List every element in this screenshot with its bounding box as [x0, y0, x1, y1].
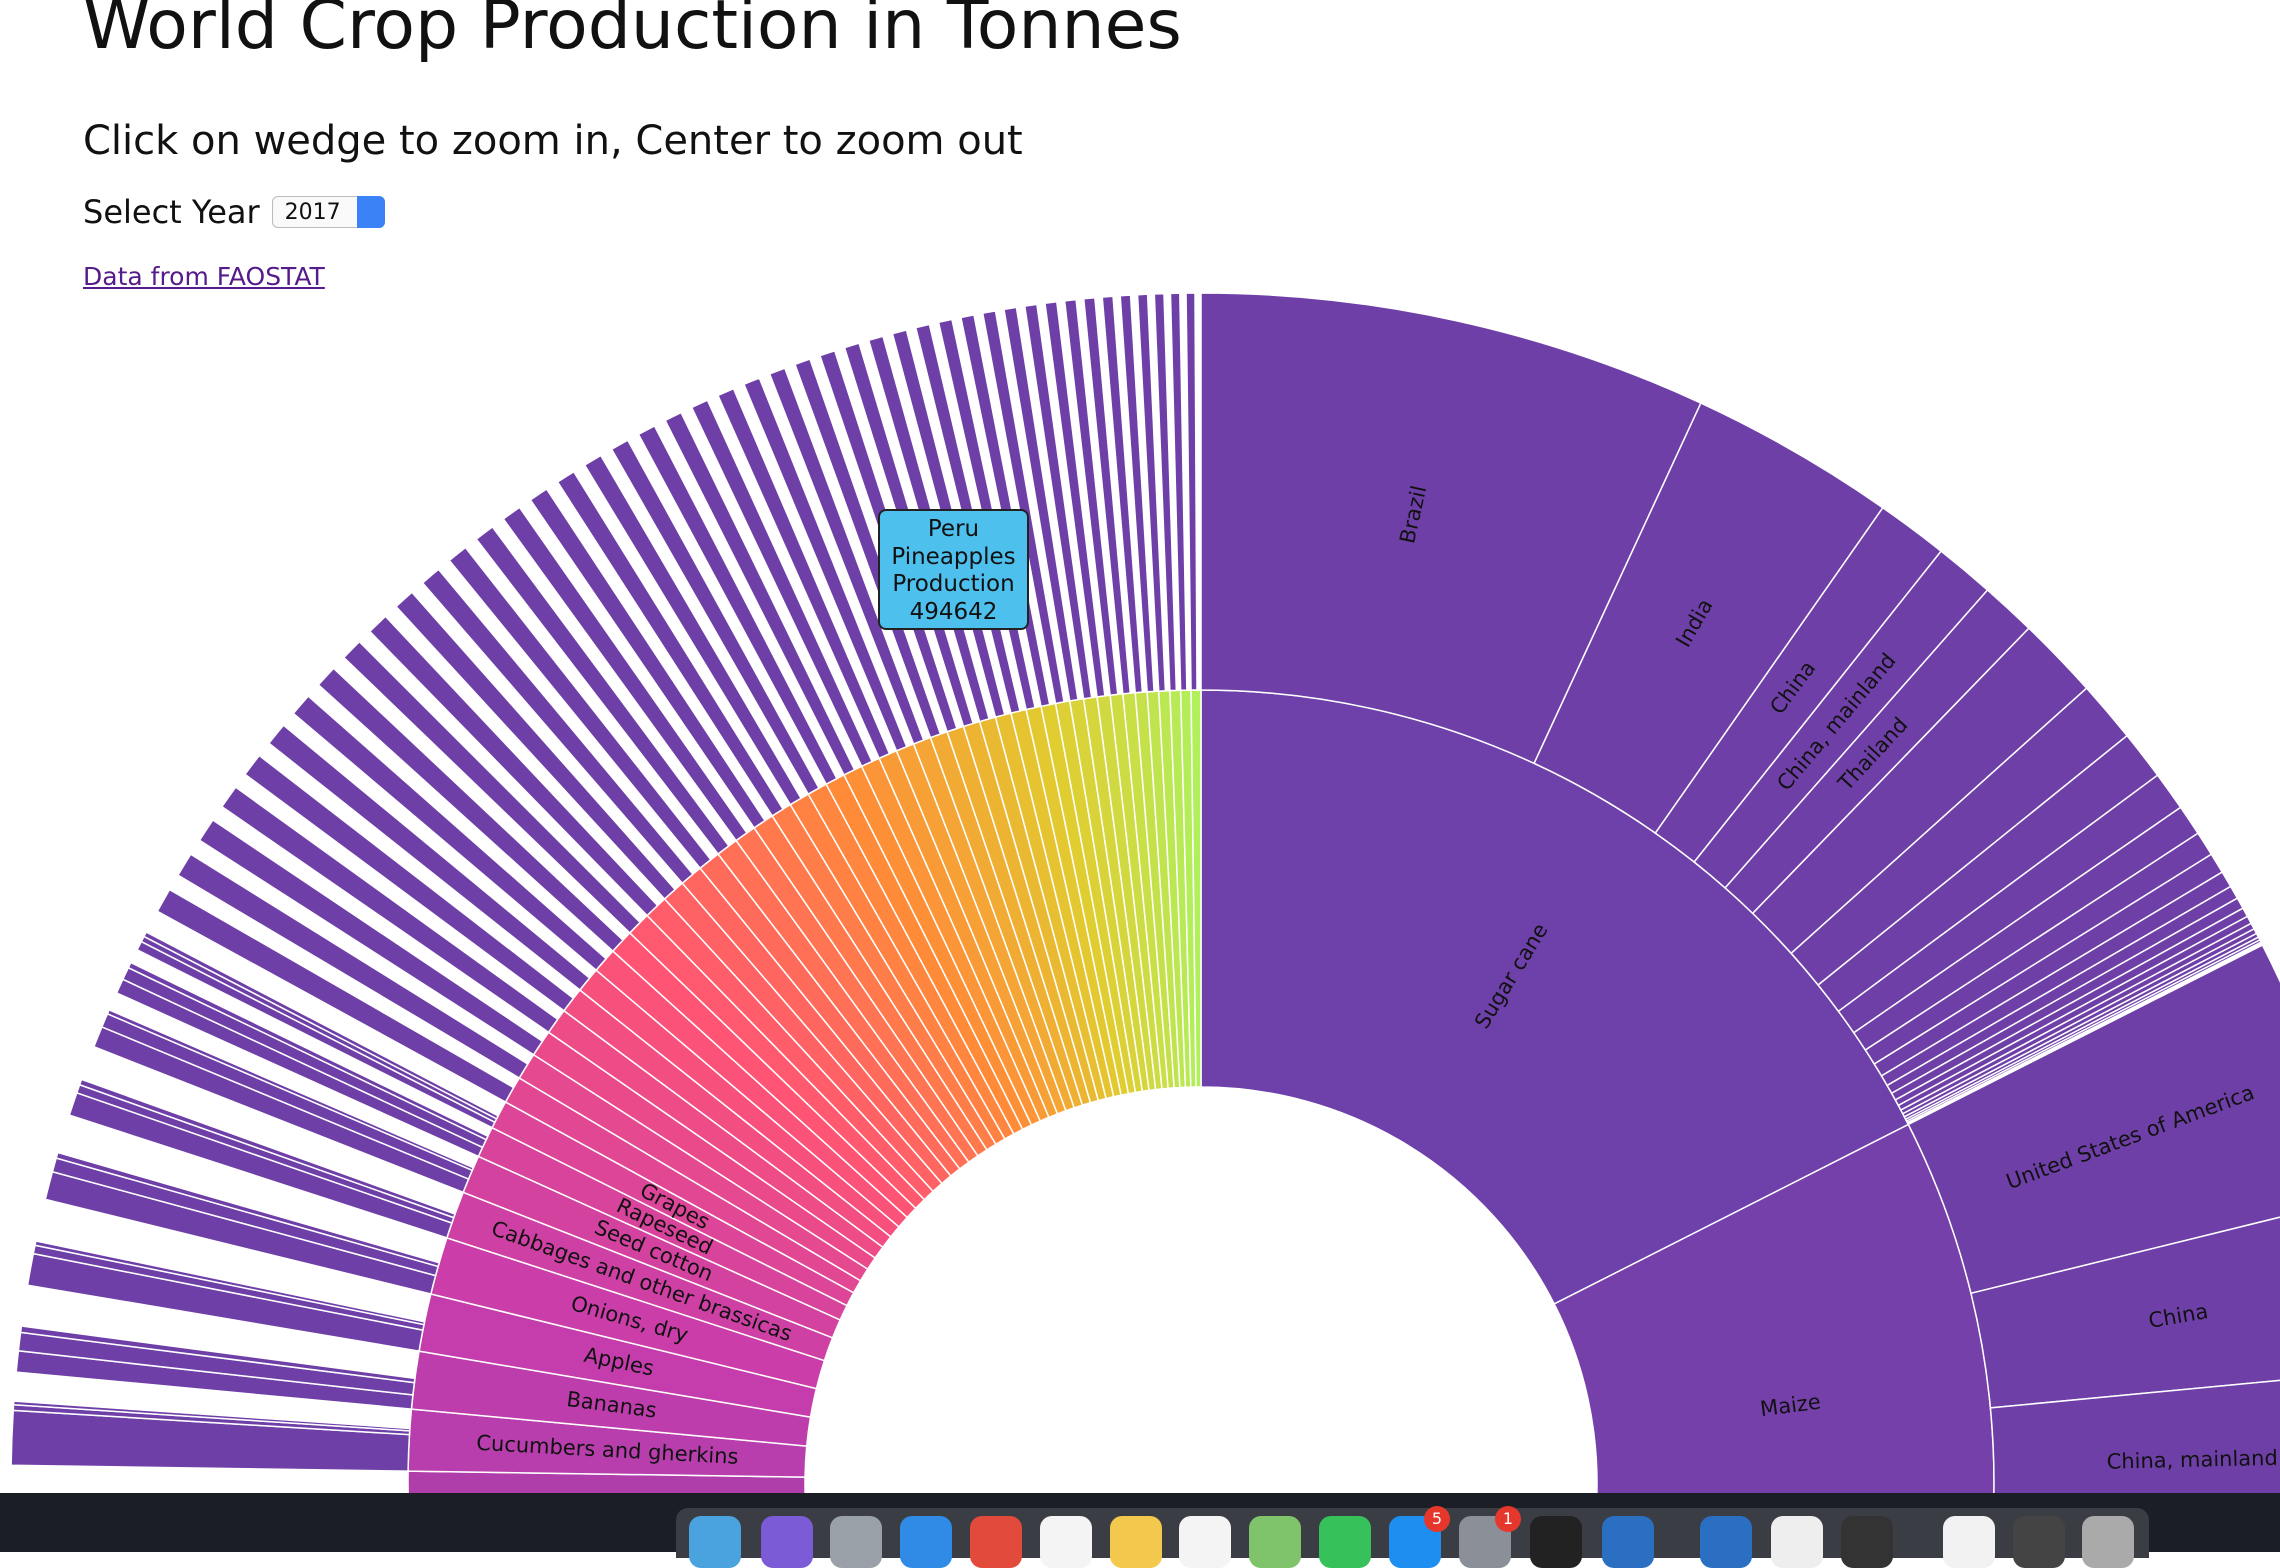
country-wedge[interactable]: [292, 695, 608, 972]
dock-icon[interactable]: [900, 1516, 953, 1568]
wedge-label: China, mainland: [2106, 1446, 2278, 1474]
country-wedge[interactable]: [794, 358, 942, 739]
dock-icon[interactable]: [830, 1516, 883, 1568]
page-subtitle: Click on wedge to zoom in, Center to zoo…: [83, 118, 1023, 164]
country-wedge[interactable]: [583, 454, 803, 806]
country-wedge[interactable]: [1119, 294, 1155, 693]
dock-icon[interactable]: [1840, 1516, 1893, 1568]
country-wedge[interactable]: [198, 819, 544, 1056]
dock-icon[interactable]: [1942, 1516, 1995, 1568]
country-wedge[interactable]: [637, 424, 838, 786]
country-wedge[interactable]: [34, 1240, 426, 1326]
dock-badge: 1: [1495, 1506, 1521, 1532]
country-wedge[interactable]: [610, 439, 821, 796]
dock-icon[interactable]: [1602, 1516, 1655, 1568]
country-wedge[interactable]: [1023, 303, 1093, 700]
year-selector-row: Select Year 2017: [83, 193, 385, 231]
country-wedge[interactable]: [768, 367, 925, 745]
dock-icon[interactable]: [969, 1516, 1022, 1568]
country-wedge[interactable]: [690, 399, 874, 768]
country-wedge[interactable]: [368, 615, 659, 917]
country-wedge[interactable]: [12, 1400, 411, 1432]
page-title: World Crop Production in Tonnes: [83, 0, 1182, 65]
center[interactable]: [805, 1087, 1597, 1552]
country-wedge[interactable]: [1970, 1198, 2280, 1409]
dock-icon[interactable]: [1179, 1516, 1232, 1568]
country-wedge[interactable]: [1082, 296, 1132, 695]
country-wedge[interactable]: [1101, 295, 1144, 694]
dock-icon[interactable]: [2082, 1516, 2135, 1568]
country-wedge[interactable]: [317, 667, 625, 953]
tooltip-line: Production: [892, 571, 1015, 597]
year-select[interactable]: 2017: [271, 196, 385, 228]
country-wedge[interactable]: [529, 488, 766, 829]
dock-icon[interactable]: [689, 1516, 742, 1568]
country-wedge[interactable]: [1136, 293, 1167, 692]
country-wedge[interactable]: [1907, 944, 2280, 1295]
country-wedge[interactable]: [1905, 938, 2263, 1124]
country-wedge[interactable]: [142, 931, 500, 1120]
country-wedge[interactable]: [1044, 300, 1106, 698]
country-wedge[interactable]: [716, 387, 891, 760]
dock-icon[interactable]: [1039, 1516, 1092, 1568]
dock-icon[interactable]: [1109, 1516, 1162, 1568]
dock-icon[interactable]: [1771, 1516, 1824, 1568]
country-wedge[interactable]: [156, 888, 515, 1104]
country-wedge[interactable]: [78, 1078, 456, 1219]
country-wedge[interactable]: [742, 377, 908, 752]
source-link[interactable]: Data from FAOSTAT: [83, 262, 325, 291]
dock-icon[interactable]: [1529, 1516, 1582, 1568]
tooltip: Peru Pineapples Production 494642: [878, 509, 1029, 630]
country-wedge[interactable]: [267, 724, 591, 992]
country-wedge[interactable]: [448, 546, 712, 870]
tooltip-line: Peru: [927, 516, 980, 542]
country-wedge[interactable]: [1003, 306, 1079, 702]
dock-badge: 5: [1424, 1506, 1450, 1532]
country-wedge[interactable]: [664, 411, 856, 776]
selected-year: 2017: [284, 199, 341, 225]
country-wedge[interactable]: [1169, 292, 1188, 692]
dock-icon[interactable]: [1318, 1516, 1371, 1568]
country-wedge[interactable]: [421, 568, 694, 885]
country-wedge[interactable]: [981, 310, 1065, 705]
dock-icon[interactable]: [1249, 1516, 1302, 1568]
select-label: Select Year: [83, 193, 260, 231]
country-wedge[interactable]: [220, 786, 559, 1034]
country-wedge[interactable]: [1063, 298, 1119, 697]
country-wedge[interactable]: [502, 506, 748, 842]
country-wedge[interactable]: [1185, 292, 1198, 691]
dock-icon[interactable]: [1699, 1516, 1752, 1568]
country-wedge[interactable]: [394, 591, 677, 901]
country-wedge[interactable]: [243, 754, 575, 1012]
country-wedge[interactable]: [342, 640, 642, 934]
tooltip-line: Pineapples: [891, 543, 1016, 570]
country-wedge[interactable]: [55, 1151, 441, 1268]
country-wedge[interactable]: [1153, 292, 1178, 692]
country-wedge[interactable]: [106, 1008, 475, 1172]
select-arrow: [356, 196, 385, 228]
country-wedge[interactable]: [176, 853, 529, 1079]
country-wedge[interactable]: [475, 525, 730, 856]
dock-icon[interactable]: [2012, 1516, 2065, 1568]
country-wedge[interactable]: [19, 1325, 416, 1384]
country-wedge[interactable]: [556, 470, 785, 817]
tooltip-value: 494642: [909, 598, 998, 625]
dock-icon[interactable]: [760, 1516, 813, 1568]
country-wedge[interactable]: [127, 961, 489, 1141]
